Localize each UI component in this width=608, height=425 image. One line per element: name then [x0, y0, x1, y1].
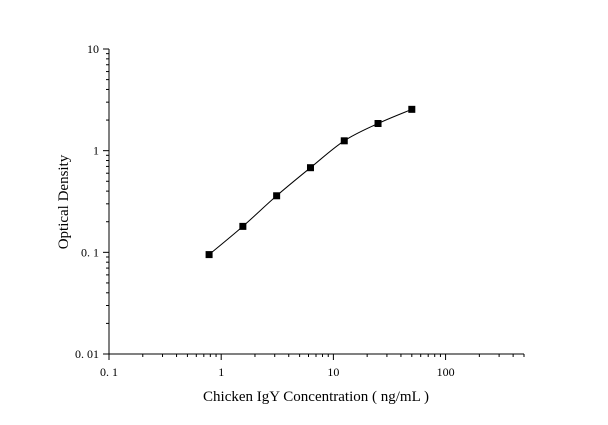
- data-point: [273, 192, 281, 200]
- x-tick-label: 100: [437, 365, 455, 379]
- y-tick-label: 1: [93, 144, 99, 158]
- data-points: [205, 105, 416, 259]
- y-tick-label: 10: [87, 42, 99, 56]
- data-point: [306, 164, 314, 172]
- x-tick-label: 10: [327, 365, 339, 379]
- data-point: [374, 120, 382, 128]
- data-point: [408, 105, 416, 113]
- fit-curve-group: [208, 108, 413, 255]
- axes: [108, 49, 524, 355]
- x-tick-label: 0. 1: [100, 365, 118, 379]
- data-point: [340, 137, 348, 145]
- fit-curve: [208, 108, 413, 255]
- y-tick-label: 0. 01: [75, 347, 99, 361]
- y-tick-label: 0. 1: [81, 245, 99, 259]
- data-point: [239, 222, 247, 230]
- data-point: [205, 251, 213, 259]
- y-axis-title: Optical Density: [56, 154, 72, 249]
- x-tick-label: 1: [218, 365, 224, 379]
- x-axis-title: Chicken IgY Concentration ( ng/mL ): [203, 389, 429, 405]
